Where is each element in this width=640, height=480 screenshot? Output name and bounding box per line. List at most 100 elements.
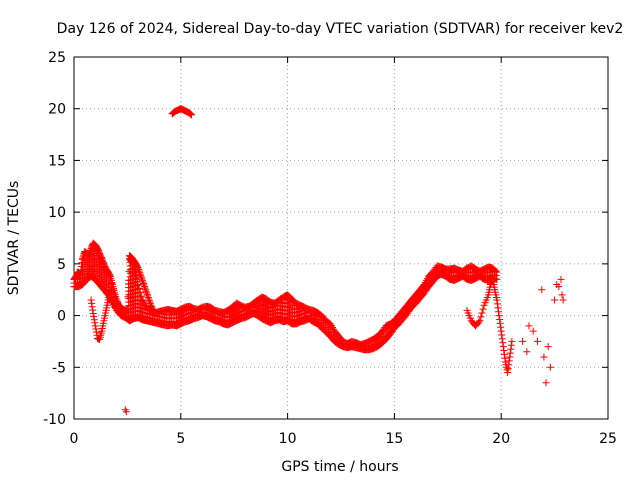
data-point	[335, 333, 343, 341]
data-point	[145, 295, 153, 303]
data-point	[325, 320, 333, 328]
data-point	[437, 263, 445, 271]
chart-title: Day 126 of 2024, Sidereal Day-to-day VTE…	[57, 21, 624, 37]
data-point	[146, 298, 154, 306]
grid-lines	[74, 57, 608, 419]
data-point	[88, 299, 96, 307]
data-point	[309, 307, 317, 315]
data-point	[122, 408, 130, 416]
data-point	[323, 318, 331, 326]
x-axis-label: GPS time / hours	[281, 459, 398, 475]
data-point	[90, 313, 98, 321]
data-point	[493, 296, 501, 304]
data-point	[313, 309, 321, 317]
plot-frame	[73, 56, 609, 420]
data-point	[497, 327, 505, 335]
data-point	[540, 353, 548, 361]
data-point	[116, 303, 124, 311]
y-axis-ticks: -10 -5 0 5 10 15 20 25	[43, 50, 608, 428]
data-point	[140, 283, 148, 291]
data-point	[495, 308, 503, 316]
data-point	[506, 349, 514, 357]
x-axis-ticks: 0 5 10 15 20 25	[70, 57, 617, 447]
data-point	[208, 305, 216, 313]
data-point	[186, 109, 194, 117]
data-point	[260, 294, 268, 302]
data-points	[70, 105, 567, 416]
y-tick-label: 10	[48, 205, 66, 221]
data-point	[330, 329, 338, 337]
data-point	[87, 296, 95, 304]
data-point	[498, 331, 506, 339]
data-point	[477, 313, 485, 321]
data-point	[479, 305, 487, 313]
data-point	[88, 303, 96, 311]
data-point	[207, 304, 215, 312]
data-point	[505, 357, 513, 365]
data-point	[500, 350, 508, 358]
data-point	[497, 323, 505, 331]
data-point	[89, 241, 97, 249]
x-tick-label: 20	[492, 431, 510, 447]
data-point	[137, 272, 145, 280]
data-point	[551, 296, 559, 304]
data-point	[89, 310, 97, 318]
data-point	[118, 305, 126, 313]
data-point	[135, 285, 143, 293]
y-axis-label: SDTVAR / TECUs	[6, 181, 22, 296]
data-point	[149, 307, 157, 315]
data-point	[523, 348, 531, 356]
data-point	[542, 379, 550, 387]
data-point	[138, 276, 146, 284]
y-tick-label: 20	[48, 102, 66, 118]
data-point	[111, 293, 119, 301]
data-point	[140, 281, 148, 289]
data-point	[525, 322, 533, 330]
data-point	[476, 317, 484, 325]
data-point	[187, 111, 195, 119]
data-point	[328, 323, 336, 331]
data-point	[219, 309, 227, 317]
data-point	[546, 363, 554, 371]
data-point	[136, 269, 144, 277]
data-point	[97, 254, 105, 262]
x-tick-label: 5	[176, 431, 185, 447]
data-point	[493, 300, 501, 308]
x-tick-label: 10	[279, 431, 297, 447]
data-point	[314, 310, 322, 318]
data-point	[555, 283, 563, 291]
data-point	[316, 311, 324, 319]
data-point	[504, 365, 512, 373]
data-point	[508, 337, 516, 345]
data-point	[143, 289, 151, 297]
data-point	[104, 269, 112, 277]
data-point	[135, 267, 143, 275]
data-point	[529, 327, 537, 335]
data-point	[496, 315, 504, 323]
data-point	[138, 275, 146, 283]
data-point	[138, 298, 146, 306]
data-point	[538, 286, 546, 294]
data-point	[475, 318, 483, 326]
data-point	[558, 291, 566, 299]
data-point	[318, 313, 326, 321]
data-point	[277, 295, 285, 303]
data-point	[144, 292, 152, 300]
y-tick-label: 15	[48, 153, 66, 169]
x-tick-label: 15	[385, 431, 403, 447]
data-point	[91, 322, 99, 330]
data-point	[106, 272, 114, 280]
data-point	[338, 339, 346, 347]
data-point	[187, 110, 195, 118]
data-point	[92, 325, 100, 333]
data-point	[506, 353, 514, 361]
data-point	[495, 312, 503, 320]
y-tick-label: 25	[48, 50, 66, 66]
x-tick-label: 0	[70, 431, 79, 447]
data-point	[90, 316, 98, 324]
data-point	[91, 319, 99, 327]
data-point	[99, 259, 107, 267]
y-tick-label: -5	[52, 360, 66, 376]
data-point	[210, 309, 218, 317]
